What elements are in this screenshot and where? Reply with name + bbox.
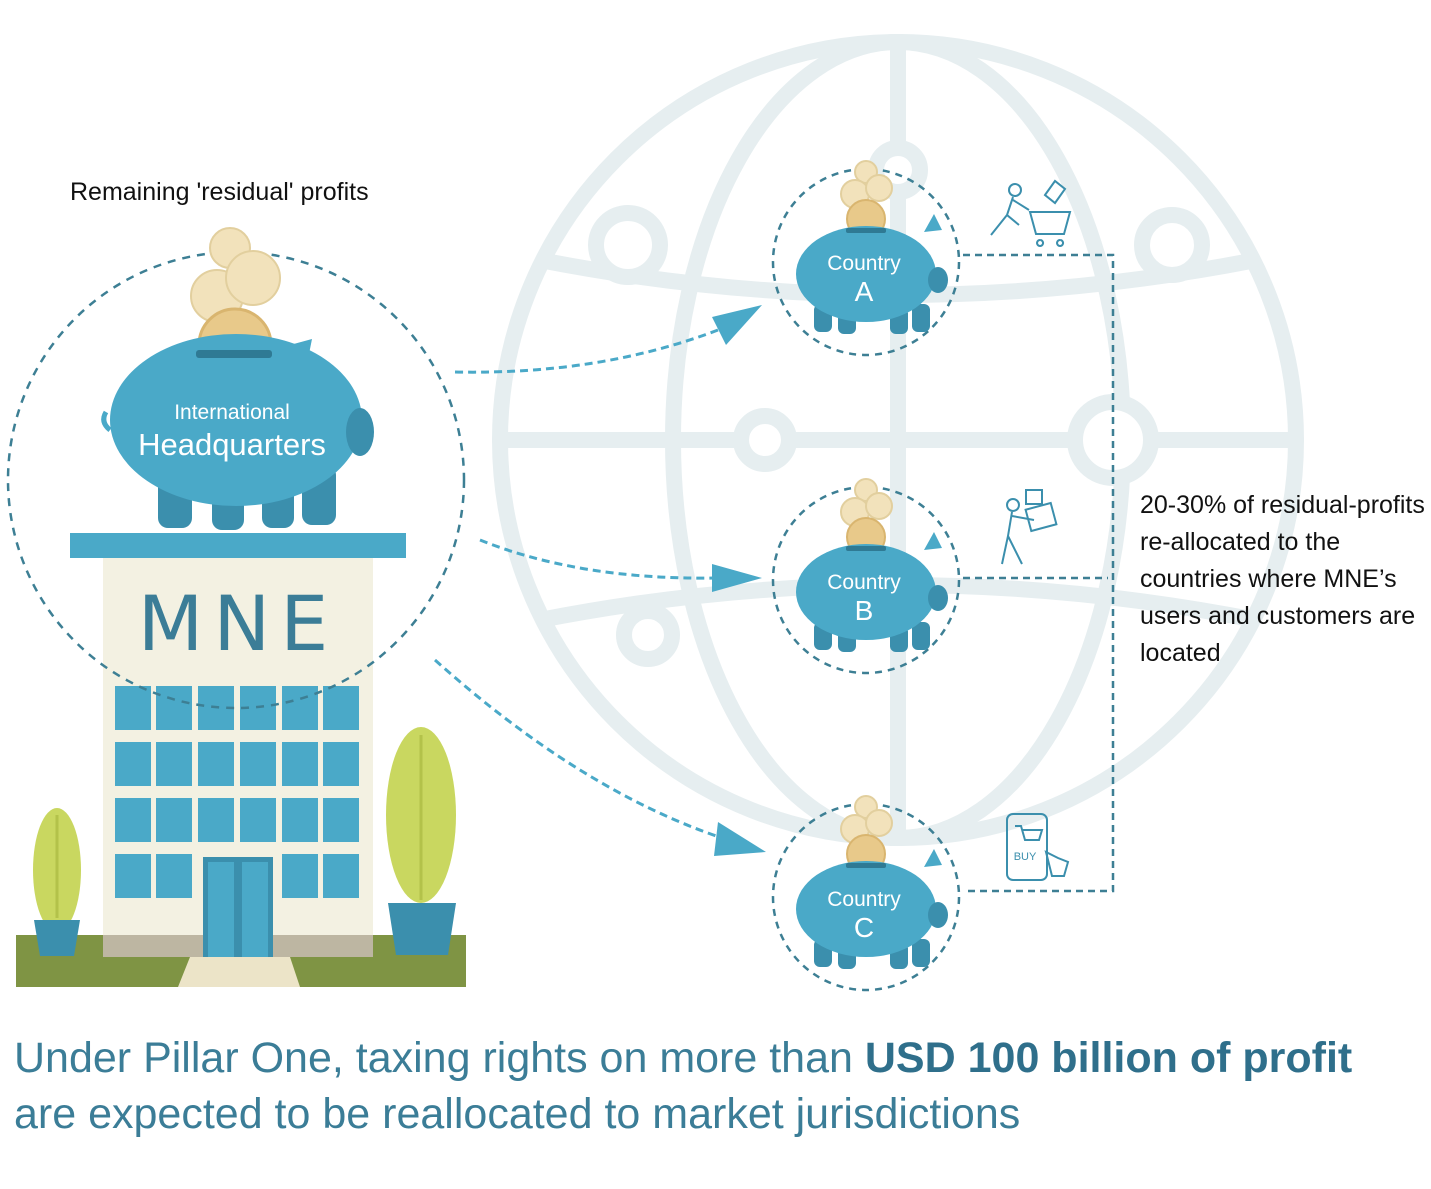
caption: Under Pillar One, taxing rights on more … xyxy=(14,1030,1424,1142)
building-window xyxy=(156,686,192,730)
arrow-to-country-c xyxy=(433,658,766,856)
hq-piggy-bank xyxy=(101,334,374,530)
building-window xyxy=(156,798,192,842)
building-label: MNE xyxy=(138,579,338,668)
caption-rest: are expected to be reallocated to market… xyxy=(14,1090,1021,1138)
building-window xyxy=(282,798,318,842)
building-window xyxy=(156,742,192,786)
mne-building xyxy=(70,533,406,987)
building-window xyxy=(198,798,234,842)
building-window xyxy=(323,798,359,842)
country-b-word: Country xyxy=(827,571,901,594)
caption-highlight: USD 100 billion of profit xyxy=(864,1034,1353,1082)
tree-left-icon xyxy=(33,808,81,956)
globe-background xyxy=(492,34,1304,846)
tree-right-icon xyxy=(386,727,456,955)
country-node-c xyxy=(771,795,961,992)
arrow-to-country-b xyxy=(479,538,762,592)
country-c-word: Country xyxy=(827,888,901,911)
building-window xyxy=(115,798,151,842)
building-window xyxy=(115,742,151,786)
building-window xyxy=(115,854,151,898)
building-window xyxy=(240,742,276,786)
building-window xyxy=(323,742,359,786)
country-a-word: Country xyxy=(827,252,901,275)
country-c-letter: C xyxy=(854,912,874,943)
building-window xyxy=(282,742,318,786)
buy-label: BUY xyxy=(1014,851,1037,863)
hq-label-big: Headquarters xyxy=(138,427,326,462)
building-window xyxy=(198,742,234,786)
reallocation-note: 20-30% of residual-profits re-allocated … xyxy=(1140,491,1425,667)
building-window xyxy=(282,686,318,730)
hq-label-small: International xyxy=(174,401,290,424)
arrow-to-country-a xyxy=(454,305,762,374)
caption-lead: Under Pillar One, taxing rights on more … xyxy=(14,1034,865,1082)
building-window xyxy=(282,854,318,898)
country-node-a xyxy=(771,160,961,357)
residual-profits-label: Remaining 'residual' profits xyxy=(70,178,369,206)
shopping-cart-user-icon xyxy=(990,179,1072,247)
building-window xyxy=(156,854,192,898)
reallocation-bracket xyxy=(963,253,1115,893)
building-window xyxy=(240,798,276,842)
country-node-b xyxy=(771,478,961,675)
building-window xyxy=(115,686,151,730)
hq-dashed-circle xyxy=(6,250,466,710)
building-window xyxy=(323,854,359,898)
building-window xyxy=(323,686,359,730)
country-a-letter: A xyxy=(855,276,874,307)
mobile-buy-icon xyxy=(1006,813,1070,881)
country-b-letter: B xyxy=(855,595,874,626)
delivery-person-icon xyxy=(1001,489,1058,565)
